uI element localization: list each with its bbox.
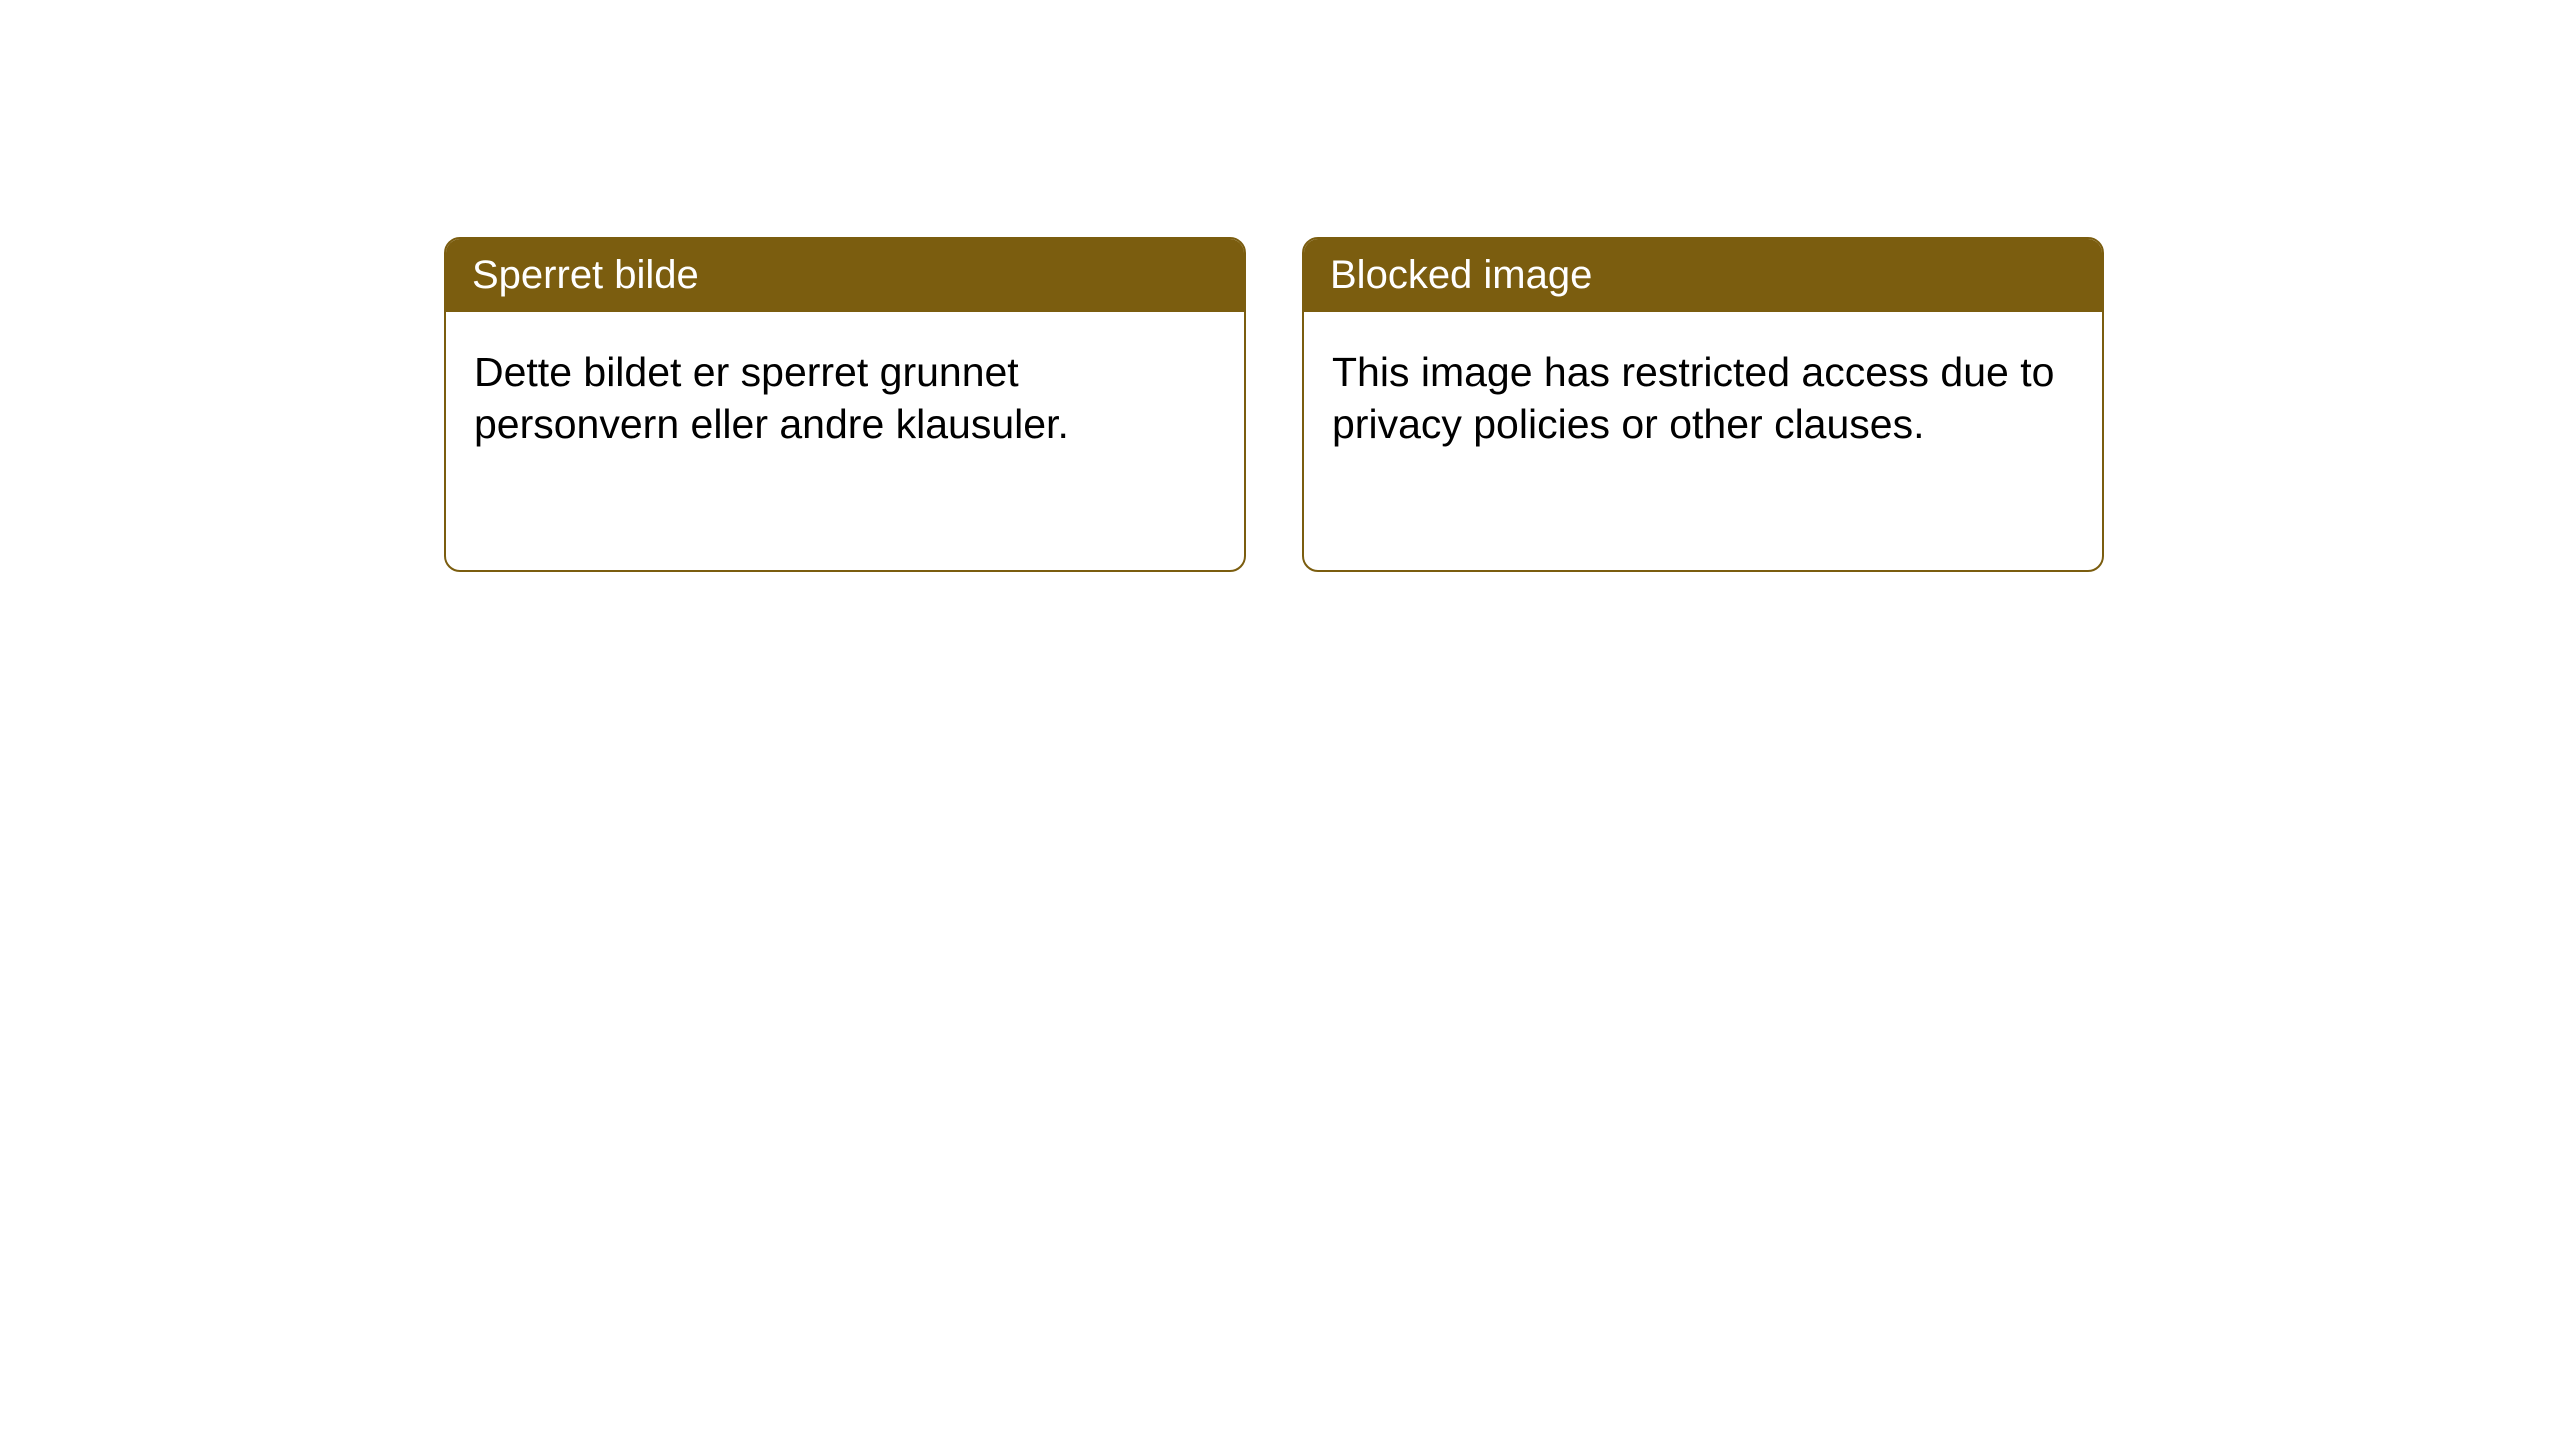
card-body-text: This image has restricted access due to … (1332, 349, 2054, 447)
card-header: Sperret bilde (446, 239, 1244, 312)
card-body: Dette bildet er sperret grunnet personve… (446, 312, 1244, 485)
card-body-text: Dette bildet er sperret grunnet personve… (474, 349, 1069, 447)
card-header-text: Sperret bilde (472, 253, 699, 297)
card-header: Blocked image (1304, 239, 2102, 312)
cards-container: Sperret bilde Dette bildet er sperret gr… (444, 237, 2104, 572)
card-body: This image has restricted access due to … (1304, 312, 2102, 485)
blocked-image-card-en: Blocked image This image has restricted … (1302, 237, 2104, 572)
card-header-text: Blocked image (1330, 253, 1592, 297)
blocked-image-card-no: Sperret bilde Dette bildet er sperret gr… (444, 237, 1246, 572)
